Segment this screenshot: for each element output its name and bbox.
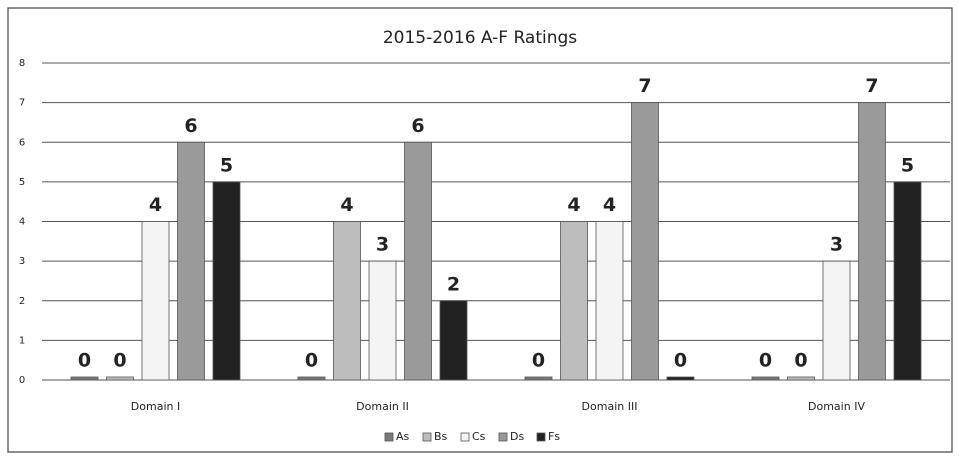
y-tick-label: 5 — [19, 177, 25, 188]
data-label: 0 — [532, 350, 545, 372]
legend-label: Bs — [434, 430, 448, 443]
bar — [524, 376, 553, 381]
bar — [141, 221, 170, 381]
bar — [368, 260, 397, 381]
bar — [106, 376, 134, 381]
bar — [70, 376, 99, 381]
data-label: 0 — [794, 350, 807, 372]
bar — [560, 221, 588, 381]
bar — [439, 300, 468, 381]
data-label: 7 — [865, 75, 878, 97]
x-tick-label: Domain I — [131, 400, 180, 413]
bar — [858, 102, 886, 381]
y-tick-label: 7 — [19, 98, 25, 109]
y-tick-label: 1 — [19, 335, 25, 346]
data-label: 2 — [447, 273, 460, 295]
data-label: 0 — [759, 350, 772, 372]
legend-swatch — [536, 432, 546, 442]
x-tick-label: Domain III — [582, 400, 638, 413]
data-label: 4 — [340, 194, 353, 216]
data-label: 3 — [376, 234, 389, 256]
y-tick-label: 8 — [19, 58, 25, 69]
y-tick-label: 4 — [19, 217, 25, 228]
legend-swatch — [460, 432, 470, 442]
legend-swatch — [498, 432, 508, 442]
bar — [822, 260, 851, 381]
x-tick-label: Domain IV — [808, 400, 865, 413]
legend-label: Ds — [510, 430, 524, 443]
legend-label: As — [396, 430, 410, 443]
data-label: 5 — [220, 154, 233, 176]
y-tick-label: 3 — [19, 256, 25, 267]
legend-label: Fs — [548, 430, 560, 443]
data-label: 4 — [603, 194, 616, 216]
bar — [297, 376, 326, 381]
y-tick-label: 0 — [19, 375, 25, 386]
chart-title: 2015-2016 A-F Ratings — [383, 28, 577, 48]
bar — [177, 141, 205, 381]
data-label: 4 — [567, 194, 580, 216]
data-label: 6 — [184, 115, 197, 137]
legend-swatch — [384, 432, 394, 442]
data-label: 0 — [305, 350, 318, 372]
y-tick-label: 2 — [19, 296, 25, 307]
legend-label: Cs — [472, 430, 486, 443]
legend-swatch — [422, 432, 432, 442]
data-label: 0 — [113, 350, 126, 372]
data-label: 7 — [638, 75, 651, 97]
bar — [333, 221, 361, 381]
data-label: 4 — [149, 194, 162, 216]
bar — [751, 376, 780, 381]
bar — [212, 181, 241, 381]
x-tick-label: Domain II — [356, 400, 409, 413]
data-label: 0 — [674, 350, 687, 372]
bar — [404, 141, 432, 381]
bar — [595, 221, 624, 381]
data-label: 0 — [78, 350, 91, 372]
data-label: 3 — [830, 234, 843, 256]
bar — [893, 181, 922, 381]
data-label: 6 — [411, 115, 424, 137]
y-tick-label: 6 — [19, 137, 25, 148]
bar — [631, 102, 659, 381]
bar — [787, 376, 815, 381]
bar — [666, 376, 695, 381]
data-label: 5 — [901, 154, 914, 176]
